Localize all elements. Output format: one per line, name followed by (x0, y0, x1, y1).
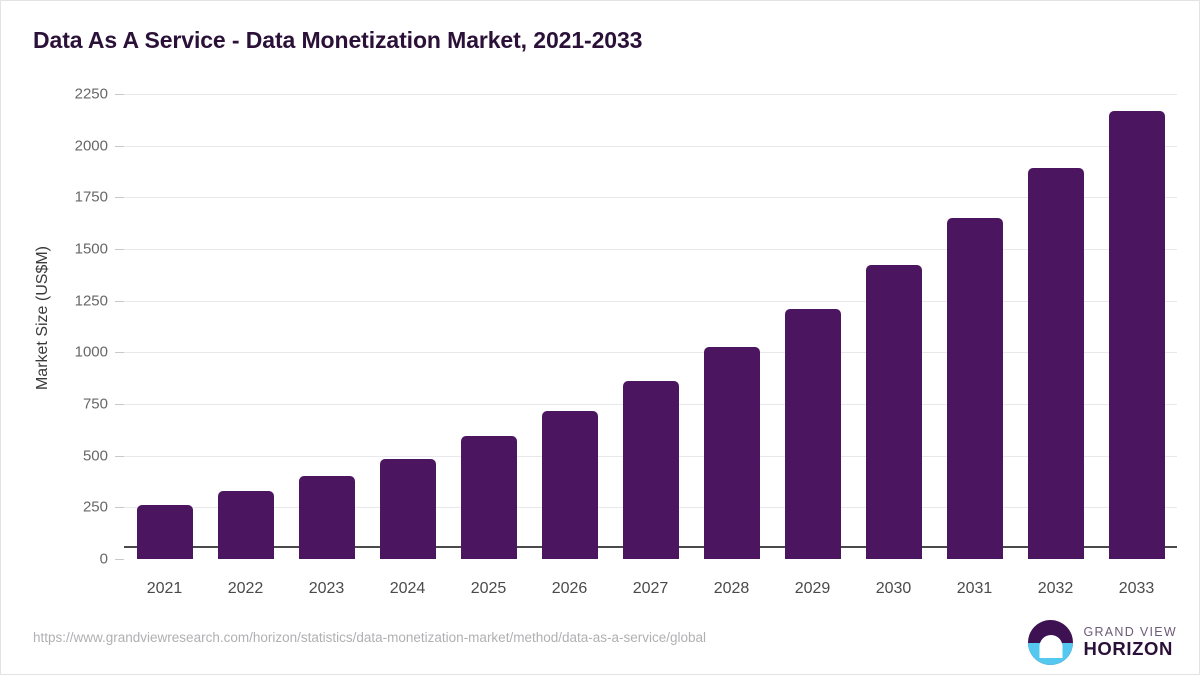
y-axis-tick (115, 300, 124, 302)
grand-view-horizon-logo: GRAND VIEW HORIZON (1028, 620, 1177, 665)
bar[interactable] (460, 436, 517, 559)
y-axis-tick-label: 2000 (74, 137, 108, 155)
y-axis-tick-label: 1250 (74, 292, 108, 310)
x-axis-tick-label: 2022 (227, 580, 264, 597)
y-axis-tick-label: 750 (82, 395, 108, 413)
y-axis-tick-label: 500 (82, 447, 108, 465)
bar-slot (934, 94, 1015, 559)
y-axis-tick-label: 1000 (74, 343, 108, 361)
gridline: 0 (100, 551, 1177, 568)
bar-slot (1096, 94, 1177, 559)
bar[interactable] (1108, 110, 1165, 559)
logo-ray-top-shape (1041, 648, 1060, 651)
x-axis-tick-label: 2032 (1037, 580, 1074, 597)
x-axis-tick-label: 2029 (794, 580, 831, 597)
y-axis-tick (115, 404, 124, 405)
x-axis-tick-label: 2031 (956, 580, 993, 597)
y-axis-title: Market Size (US$M) (34, 245, 51, 391)
gridline: 1500 (75, 241, 1177, 258)
gridline: 1750 (75, 189, 1177, 206)
bar[interactable] (784, 308, 841, 559)
bar[interactable] (703, 347, 760, 559)
bar[interactable] (217, 491, 274, 559)
bar-slot (853, 94, 934, 559)
y-axis-tick-label: 2250 (74, 85, 108, 103)
x-axis-tick-label: 2028 (713, 580, 750, 597)
bar[interactable] (136, 505, 193, 559)
y-axis-tick-label: 1500 (74, 240, 108, 258)
bar[interactable] (946, 217, 1003, 559)
y-axis-tick-label: 1750 (74, 188, 108, 206)
bar-slot (286, 94, 367, 559)
bars-group (124, 94, 1177, 559)
logo-product-line: HORIZON (1083, 638, 1173, 660)
x-axis-tick-label: 2033 (1118, 580, 1155, 597)
y-axis-tick (115, 352, 124, 354)
bar[interactable] (541, 411, 598, 559)
bar-slot (367, 94, 448, 559)
y-axis-tick (115, 197, 124, 199)
bar[interactable] (1027, 167, 1084, 559)
bar-slot (610, 94, 691, 559)
bar-slot (124, 94, 205, 559)
x-axis-tick-label: 2021 (146, 580, 183, 597)
gridline: 1000 (75, 344, 1177, 361)
logo-ray-bottom-shape (1045, 653, 1057, 657)
x-axis-tick-label: 2027 (632, 580, 669, 597)
bar-slot (529, 94, 610, 559)
bar[interactable] (379, 458, 436, 559)
x-axis-tick-label: 2026 (551, 580, 588, 597)
x-axis-tick-label: 2023 (308, 580, 345, 597)
bar-slot (772, 94, 853, 559)
y-axis-tick (115, 249, 124, 250)
gridline: 2250 (75, 86, 1177, 103)
bar[interactable] (298, 476, 355, 559)
y-axis-tick (115, 94, 124, 95)
logo-sun-dome-shape (1039, 635, 1063, 659)
y-axis-tick-label: 0 (99, 550, 108, 568)
y-axis-tick (115, 559, 124, 560)
bar[interactable] (622, 381, 679, 559)
bar[interactable] (865, 264, 922, 559)
source-url[interactable]: https://www.grandviewresearch.com/horizo… (33, 630, 707, 645)
plot-area: Market Size (US$M) 0 250 500 750 1000 1250 150… (1, 81, 1199, 597)
x-axis-tick-label: 2030 (875, 580, 912, 597)
logo-brand-line: GRAND VIEW (1083, 625, 1177, 640)
bar-slot (1015, 94, 1096, 559)
gridline: 1250 (75, 292, 1177, 309)
y-axis-tick (115, 145, 124, 147)
horizon-sunset-icon (1028, 620, 1074, 665)
bar-slot (205, 94, 286, 559)
logo-wordmark: GRAND VIEW HORIZON (1083, 626, 1177, 659)
x-axis-tick-label: 2025 (470, 580, 507, 597)
page-title: Data As A Service - Data Monetization Ma… (33, 27, 643, 53)
y-axis-tick (115, 507, 124, 509)
y-axis-tick-label: 250 (82, 498, 108, 516)
gridline: 2000 (75, 137, 1177, 154)
y-axis-tick (115, 455, 124, 457)
bar-slot (448, 94, 529, 559)
bar-slot (691, 94, 772, 559)
x-axis-tick-label: 2024 (389, 580, 426, 597)
